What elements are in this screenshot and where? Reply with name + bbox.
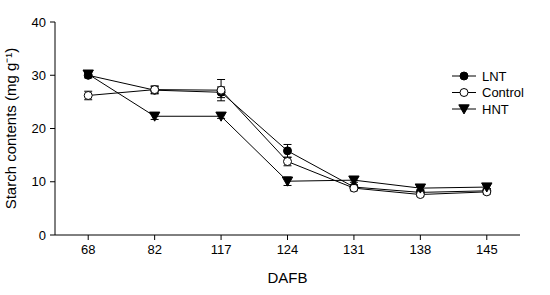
y-tick-label: 0: [39, 228, 46, 243]
data-point: [284, 158, 292, 166]
x-tick-label: 138: [410, 242, 432, 257]
error-bar: [217, 87, 225, 98]
y-tick: [50, 22, 55, 23]
error-bar: [217, 80, 225, 101]
data-point: [349, 176, 359, 185]
data-point: [415, 184, 425, 193]
x-tick-label: 82: [147, 242, 161, 257]
x-tick-label: 117: [211, 242, 232, 257]
data-point: [149, 112, 159, 121]
legend-marker: [459, 105, 469, 114]
error-cap: [217, 79, 225, 80]
x-tick-label: 68: [81, 242, 95, 257]
error-cap: [284, 144, 292, 145]
legend-label: LNT: [482, 69, 507, 84]
x-tick: [88, 235, 89, 240]
error-bar: [84, 91, 92, 100]
x-tick: [420, 235, 421, 240]
data-point: [216, 112, 226, 121]
x-tick: [154, 235, 155, 240]
data-point: [282, 177, 292, 186]
legend-marker: [460, 72, 468, 80]
data-point: [84, 91, 92, 99]
legend-label: HNT: [482, 102, 509, 117]
chart: 0 10 20 30 40 68 82 117 124 131 138 145 DAFB Starch c…: [0, 0, 550, 295]
x-tick: [486, 235, 487, 240]
legend-marker: [460, 89, 468, 97]
x-tick: [287, 235, 288, 240]
series-line: [88, 90, 487, 195]
y-tick: [50, 128, 55, 129]
data-point: [83, 70, 93, 79]
y-tick: [50, 181, 55, 182]
data-point: [482, 183, 492, 192]
x-tick: [221, 235, 222, 240]
x-tick-label: 131: [343, 242, 365, 257]
error-bar: [151, 86, 159, 93]
plot-area: [83, 70, 492, 199]
legend-label: Control: [482, 85, 524, 100]
series-line: [88, 75, 487, 192]
y-tick: [50, 235, 55, 236]
data-point: [151, 86, 159, 94]
x-tick: [353, 235, 354, 240]
error-bar: [284, 157, 292, 166]
series-line: [88, 74, 487, 188]
y-tick: [50, 75, 55, 76]
y-tick-label: 10: [32, 174, 46, 189]
error-bar: [284, 144, 292, 157]
data-point: [151, 86, 159, 94]
x-tick-label: 124: [277, 242, 299, 257]
y-axis-label: Starch contents (mg g⁻¹): [2, 48, 19, 210]
y-tick-label: 30: [32, 68, 46, 83]
data-point: [284, 147, 292, 155]
legend: LNTControl HNT: [452, 69, 524, 117]
y-tick-label: 40: [32, 15, 46, 30]
data-point: [217, 86, 225, 94]
x-axis-label: DAFB: [267, 269, 307, 286]
x-tick-label: 145: [476, 242, 498, 257]
y-tick-label: 20: [32, 121, 46, 136]
error-bar: [151, 86, 159, 93]
error-cap: [217, 100, 225, 101]
